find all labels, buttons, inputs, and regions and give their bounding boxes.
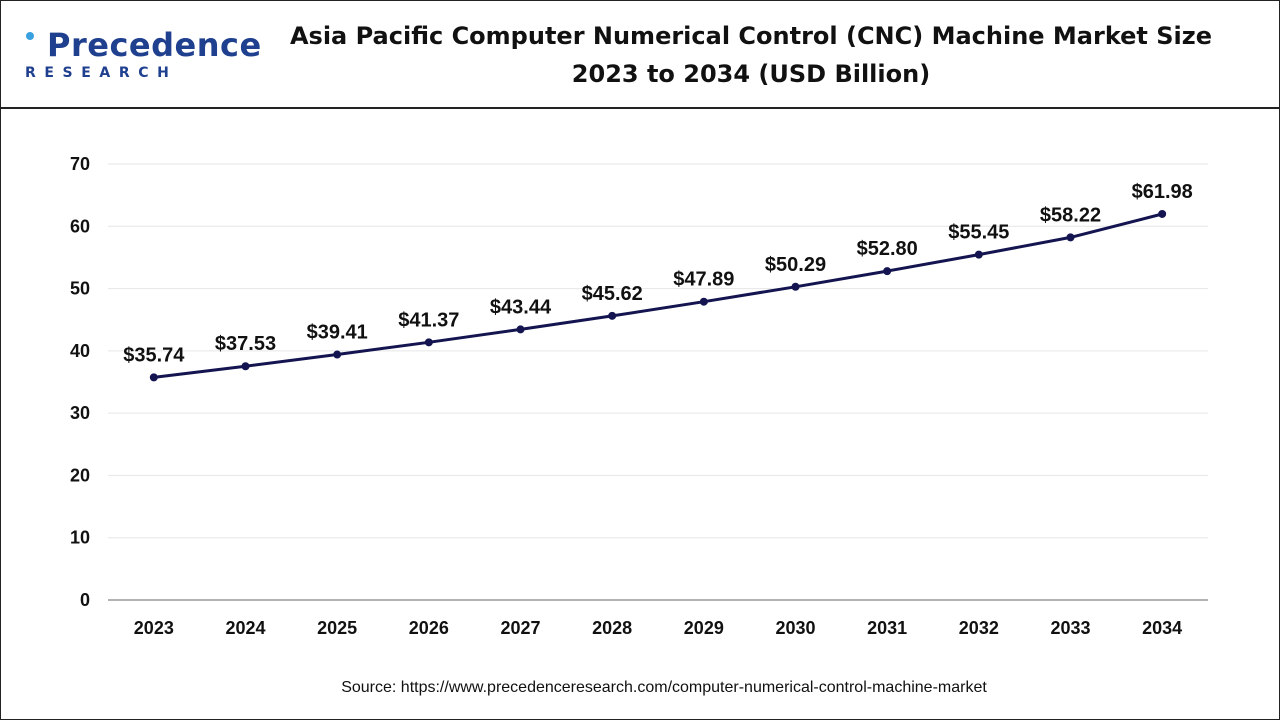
data-label: $45.62: [582, 283, 643, 305]
logo-subtext: RESEARCH: [25, 65, 178, 81]
data-point: [791, 282, 800, 291]
y-tick-label: 60: [70, 216, 90, 236]
x-tick-label: 2033: [1050, 618, 1090, 638]
data-label: $50.29: [765, 254, 826, 276]
x-tick-label: 2034: [1142, 618, 1182, 638]
x-tick-label: 2027: [500, 618, 540, 638]
data-label: $58.22: [1040, 204, 1101, 226]
y-tick-label: 10: [70, 528, 90, 548]
data-point: [1066, 233, 1075, 242]
data-point: [974, 250, 983, 259]
data-point: [241, 362, 250, 371]
y-tick-label: 30: [70, 403, 90, 423]
y-tick-label: 40: [70, 341, 90, 361]
data-label: $37.53: [215, 333, 276, 355]
series-line: [153, 212, 1163, 379]
chart-title-line-1: Asia Pacific Computer Numerical Control …: [289, 22, 1213, 50]
x-tick-label: 2025: [317, 618, 357, 638]
data-point: [1158, 209, 1167, 218]
x-tick-label: 2030: [775, 618, 815, 638]
data-point: [883, 267, 892, 276]
y-tick-label: 50: [70, 279, 90, 299]
data-point: [424, 338, 433, 347]
x-tick-label: 2032: [959, 618, 999, 638]
data-label: $43.44: [490, 296, 552, 318]
data-label: $41.37: [398, 309, 459, 331]
x-tick-label: 2024: [225, 618, 265, 638]
data-point: [333, 350, 342, 359]
y-tick-label: 70: [70, 154, 90, 174]
logo-text: Precedence: [47, 26, 262, 64]
data-point: [699, 297, 708, 306]
data-label: $35.74: [123, 344, 185, 366]
data-label: $52.80: [857, 238, 918, 260]
data-label: $61.98: [1132, 181, 1193, 203]
x-tick-label: 2023: [134, 618, 174, 638]
header: Precedence RESEARCH Asia Pacific Compute…: [1, 1, 1279, 109]
chart-title: Asia Pacific Computer Numerical Control …: [241, 17, 1261, 93]
data-point: [608, 311, 617, 320]
x-tick-label: 2031: [867, 618, 907, 638]
x-tick-label: 2029: [684, 618, 724, 638]
y-tick-label: 0: [80, 590, 90, 610]
source-note: Source: https://www.precedenceresearch.c…: [341, 679, 987, 696]
data-label: $55.45: [948, 222, 1009, 244]
logo-mark-icon: [26, 32, 34, 40]
x-tick-label: 2026: [409, 618, 449, 638]
data-label: $39.41: [307, 322, 368, 344]
data-point: [516, 325, 525, 334]
chart-title-line-2: 2023 to 2034 (USD Billion): [571, 60, 931, 88]
logo-wordmark: Precedence: [21, 25, 262, 65]
data-point: [149, 373, 158, 382]
y-tick-label: 20: [70, 465, 90, 485]
data-label: $47.89: [673, 269, 734, 291]
brand-logo: Precedence RESEARCH: [21, 25, 261, 85]
x-tick-label: 2028: [592, 618, 632, 638]
